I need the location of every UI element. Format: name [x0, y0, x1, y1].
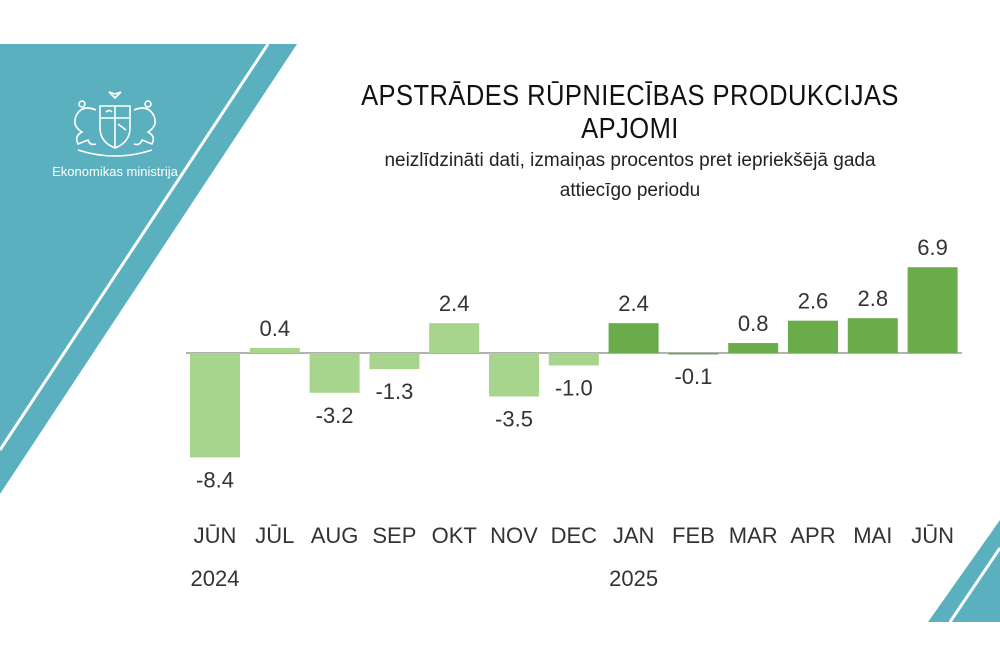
value-label-10: 2.6: [798, 289, 829, 314]
tick-label-9: MAR: [729, 523, 778, 548]
value-label-9: 0.8: [738, 311, 769, 336]
bar-12: [908, 267, 958, 353]
bar-5: [489, 353, 539, 397]
value-label-12: 6.9: [917, 235, 948, 260]
value-label-4: 2.4: [439, 291, 470, 316]
value-label-1: 0.4: [260, 316, 291, 341]
value-label-3: -1.3: [375, 379, 413, 404]
tick-label-6: DEC: [551, 523, 598, 548]
value-label-8: -0.1: [674, 364, 712, 389]
tick-label-5: NOV: [490, 523, 538, 548]
tick-label-10: APR: [790, 523, 835, 548]
bar-2: [310, 353, 360, 393]
bar-4: [429, 323, 479, 353]
year-label-7: 2025: [609, 566, 658, 591]
tick-label-12: JŪN: [911, 523, 954, 548]
value-label-7: 2.4: [618, 291, 649, 316]
bar-1: [250, 348, 300, 353]
bar-10: [788, 321, 838, 353]
tick-label-11: MAI: [853, 523, 892, 548]
tick-label-8: FEB: [672, 523, 715, 548]
tick-label-7: JAN: [613, 523, 655, 548]
tick-label-0: JŪN: [194, 523, 237, 548]
bar-7: [609, 323, 659, 353]
bar-11: [848, 318, 898, 353]
value-label-0: -8.4: [196, 467, 234, 492]
bar-3: [369, 353, 419, 369]
tick-label-1: JŪL: [255, 523, 294, 548]
bar-0: [190, 353, 240, 457]
year-label-0: 2024: [191, 566, 240, 591]
value-label-6: -1.0: [555, 375, 593, 400]
bar-6: [549, 353, 599, 365]
bar-9: [728, 343, 778, 353]
value-label-5: -3.5: [495, 407, 533, 432]
value-label-11: 2.8: [858, 286, 889, 311]
tick-label-4: OKT: [432, 523, 477, 548]
tick-label-2: AUG: [311, 523, 359, 548]
tick-label-3: SEP: [372, 523, 416, 548]
value-label-2: -3.2: [316, 403, 354, 428]
bar-8: [668, 353, 718, 355]
